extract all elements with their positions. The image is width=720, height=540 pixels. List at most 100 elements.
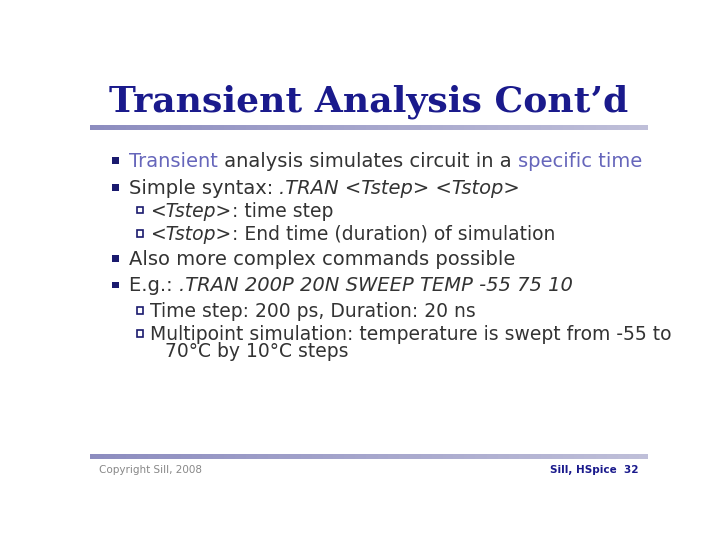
Bar (626, 125, 627, 130)
Bar (477, 125, 478, 130)
Bar (550, 455, 551, 459)
Bar (593, 455, 594, 459)
Bar (244, 455, 245, 459)
Bar (179, 125, 180, 130)
Bar (92, 455, 93, 459)
Bar (613, 455, 614, 459)
Bar (446, 125, 447, 130)
Bar (424, 125, 425, 130)
Bar (175, 455, 176, 459)
Bar (489, 455, 490, 459)
Bar (497, 455, 498, 459)
Bar (337, 125, 338, 130)
Bar (559, 125, 560, 130)
Bar (301, 125, 302, 130)
Bar (428, 125, 429, 130)
Bar (212, 455, 213, 459)
Bar (445, 455, 446, 459)
Bar (216, 125, 217, 130)
Bar (209, 125, 210, 130)
Bar (192, 125, 193, 130)
Bar (271, 455, 272, 459)
Bar (156, 455, 157, 459)
Bar (576, 125, 577, 130)
Bar (451, 455, 452, 459)
Bar (255, 125, 256, 130)
Bar (630, 125, 631, 130)
Bar (644, 125, 645, 130)
Bar (624, 125, 625, 130)
Bar (548, 455, 549, 459)
Bar (286, 125, 287, 130)
Bar (570, 125, 571, 130)
Bar (539, 125, 540, 130)
Bar (465, 455, 466, 459)
Bar (179, 455, 180, 459)
Bar (366, 455, 367, 459)
Bar (435, 125, 436, 130)
Bar (459, 125, 461, 130)
Bar (129, 455, 130, 459)
Bar (388, 125, 389, 130)
Bar (527, 455, 528, 459)
Bar (445, 125, 446, 130)
Bar (327, 125, 328, 130)
Bar (364, 125, 365, 130)
Bar (391, 455, 392, 459)
Bar (505, 455, 506, 459)
Bar (211, 455, 212, 459)
Bar (410, 455, 411, 459)
Bar (270, 455, 271, 459)
Bar (90, 455, 91, 459)
Text: Also more complex commands possible: Also more complex commands possible (129, 250, 515, 269)
Bar (169, 455, 170, 459)
Bar (130, 125, 131, 130)
Bar (525, 125, 526, 130)
Bar (224, 125, 225, 130)
Bar (600, 125, 601, 130)
Bar (634, 125, 635, 130)
Bar (417, 455, 418, 459)
Bar (175, 125, 176, 130)
Bar (252, 125, 253, 130)
Bar (319, 125, 320, 130)
Bar (191, 455, 192, 459)
Bar (133, 125, 134, 130)
Bar (221, 455, 222, 459)
Bar (262, 125, 263, 130)
Bar (272, 455, 273, 459)
Bar (537, 455, 538, 459)
Bar (612, 455, 613, 459)
Bar (121, 455, 122, 459)
Bar (574, 455, 575, 459)
Bar (548, 125, 549, 130)
Bar (439, 125, 441, 130)
Bar (563, 455, 564, 459)
Bar (135, 455, 136, 459)
Bar (619, 125, 620, 130)
Bar (417, 125, 418, 130)
Bar (463, 455, 464, 459)
Bar (362, 125, 363, 130)
Bar (476, 125, 477, 130)
Bar (549, 125, 550, 130)
Bar (160, 125, 161, 130)
Bar (182, 125, 183, 130)
Bar (94, 455, 96, 459)
Bar (290, 455, 291, 459)
Bar (405, 125, 406, 130)
Bar (125, 455, 126, 459)
Bar (488, 455, 489, 459)
Bar (191, 125, 192, 130)
Bar (228, 125, 229, 130)
Bar (150, 455, 151, 459)
Bar (396, 455, 397, 459)
Bar (325, 455, 326, 459)
Bar (322, 125, 323, 130)
Bar (320, 455, 321, 459)
Bar (291, 125, 292, 130)
Bar (521, 125, 522, 130)
Bar (411, 455, 412, 459)
Bar (429, 455, 431, 459)
Bar (486, 455, 487, 459)
